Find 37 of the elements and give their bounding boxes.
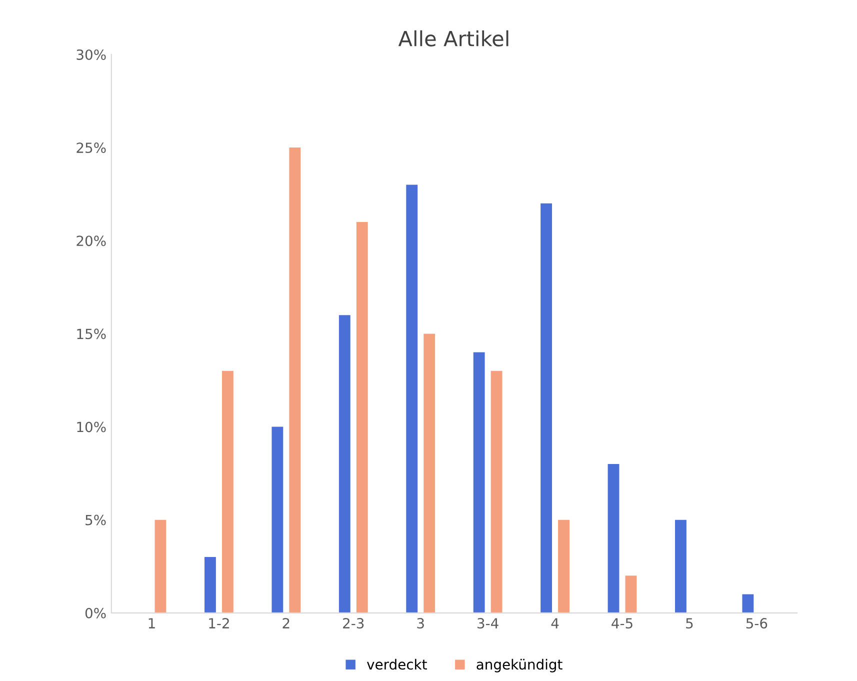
bar xyxy=(289,148,301,613)
bar xyxy=(424,334,436,613)
x-tick-label: 1 xyxy=(148,618,155,628)
bar xyxy=(742,594,754,613)
bar xyxy=(222,370,234,613)
bar xyxy=(540,203,552,613)
x-tick-label: 3 xyxy=(417,618,424,629)
bar xyxy=(490,370,502,613)
y-tick-label: 15% xyxy=(77,328,106,340)
x-tick-label: 3-4 xyxy=(478,618,498,629)
bar xyxy=(154,520,166,613)
bar xyxy=(272,426,284,613)
x-tick-label: 1-2 xyxy=(209,618,229,628)
bar xyxy=(406,184,418,613)
bar xyxy=(608,464,620,613)
y-tick-label: 0% xyxy=(85,608,106,618)
y-tick-label: 10% xyxy=(77,422,106,432)
x-tick-label: 5 xyxy=(686,618,693,629)
x-tick-label: 2-3 xyxy=(343,618,364,629)
bar xyxy=(204,557,216,613)
y-tick-label: 30% xyxy=(76,49,106,60)
legend-label: angekündigt xyxy=(476,658,562,672)
chart-title: Alle Artikel xyxy=(398,30,508,46)
y-tick-label: 20% xyxy=(76,236,106,246)
bar xyxy=(558,520,570,613)
bar xyxy=(625,576,637,613)
bar xyxy=(338,315,350,613)
bar xyxy=(675,520,686,613)
y-tick-label: 25% xyxy=(76,142,106,154)
legend-label: verdeckt xyxy=(366,658,427,670)
bar xyxy=(473,352,485,613)
x-tick-label: 4-5 xyxy=(612,618,632,629)
x-tick-label: 5-6 xyxy=(746,618,768,629)
x-tick-label: 4 xyxy=(551,618,559,628)
y-tick-label: 5% xyxy=(86,514,106,526)
bar xyxy=(356,222,368,613)
x-tick-label: 2 xyxy=(282,618,290,628)
